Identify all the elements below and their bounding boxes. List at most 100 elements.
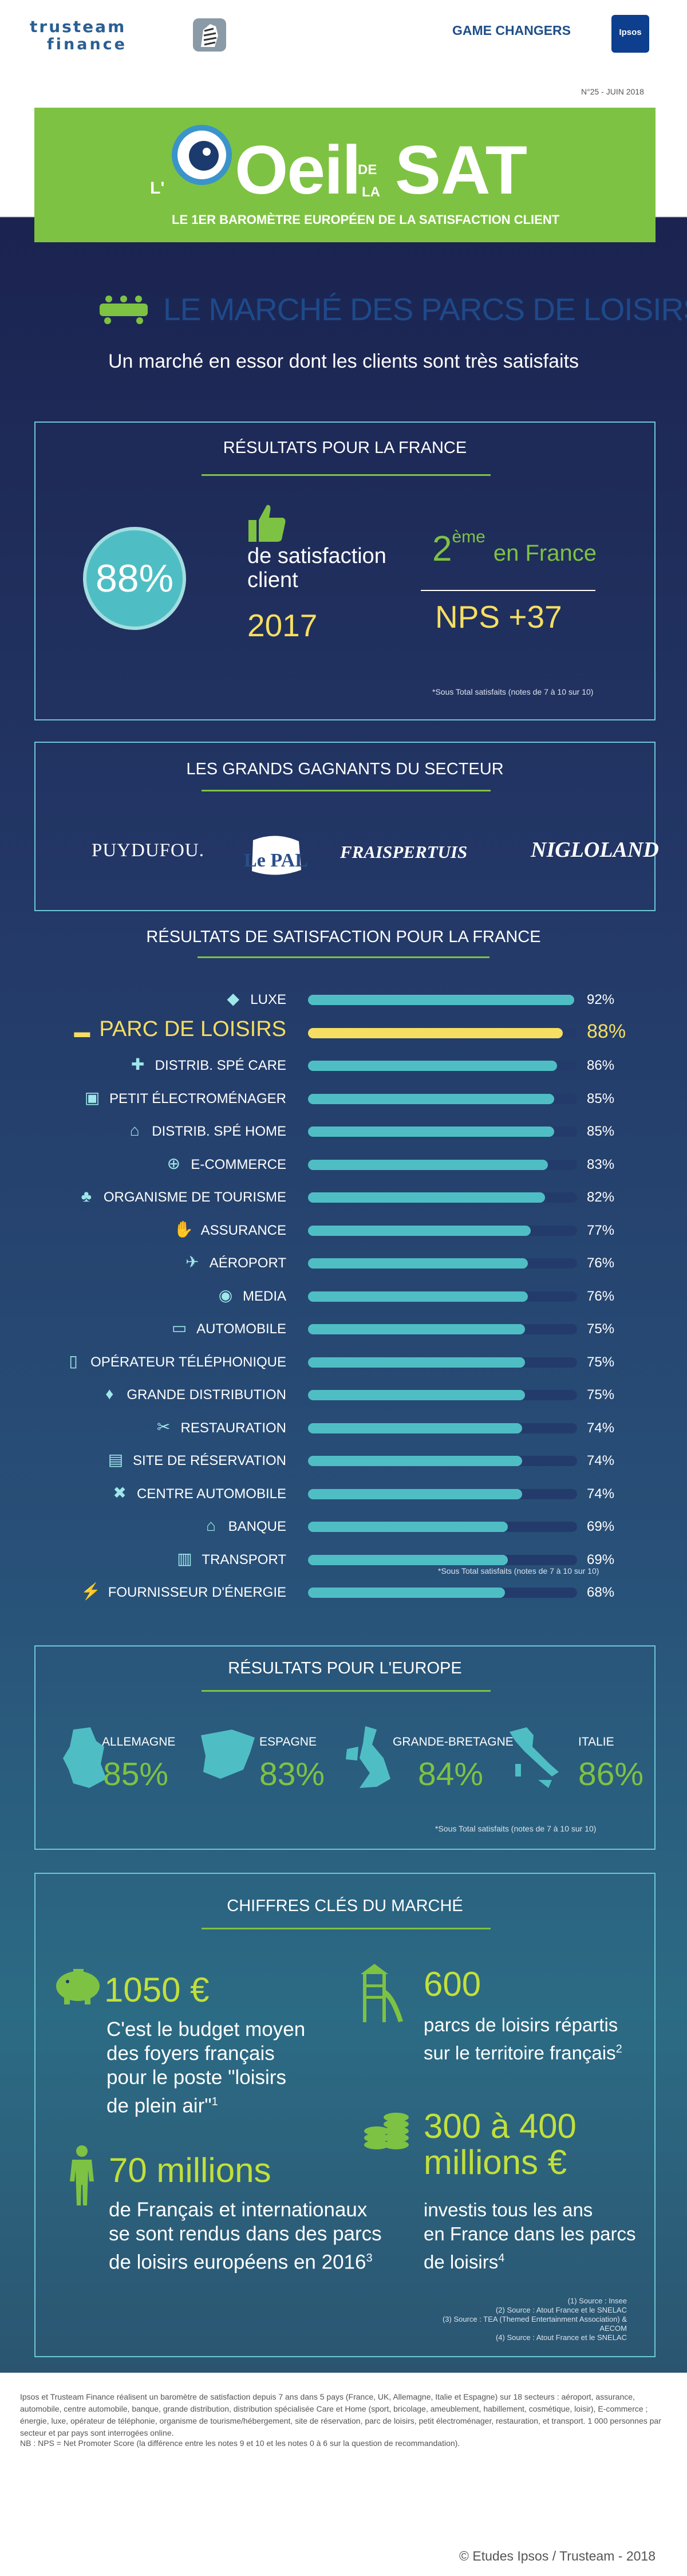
bar-fill	[308, 1456, 522, 1466]
piggy-bank-icon	[56, 1969, 100, 2004]
bar-track	[308, 1522, 577, 1532]
sector-row: OPÉRATEUR TÉLÉPHONIQUE ▯ 75%	[0, 1348, 687, 1377]
market-subtitle: Un marché en essor dont les clients sont…	[108, 350, 579, 372]
bar-value-label: 75%	[587, 1321, 615, 1337]
title-underline	[202, 790, 491, 791]
sector-row: BANQUE ⌂ 69%	[0, 1512, 687, 1542]
eye-icon	[172, 125, 232, 185]
bar-value-label: 86%	[587, 1058, 615, 1073]
bar-track	[308, 1027, 577, 1038]
bar-track	[308, 1456, 577, 1466]
investment-line-3: de loisirs	[424, 2251, 499, 2272]
france-results-box: RÉSULTATS POUR LA FRANCE	[34, 422, 656, 720]
bar-fill	[308, 1027, 563, 1038]
sector-row: TRANSPORT ▥ 69%	[0, 1545, 687, 1575]
sector-label: PARC DE LOISIRS	[99, 1017, 286, 1041]
brand-logos: PUYDUFOU. Le PAL FRAISPERTUIS NIGLOLAND	[35, 823, 659, 897]
rank-in-france: 2ème en France	[432, 527, 597, 569]
source-1: (1) Source : Insee	[567, 2297, 627, 2305]
germany-map-icon	[63, 1727, 106, 1788]
cutlery-icon: ✂	[156, 1417, 171, 1436]
bar-value-label: 74%	[587, 1453, 615, 1468]
game-changers-label: GAME CHANGERS	[452, 23, 571, 38]
bar-fill	[308, 1126, 554, 1137]
budget-line-1: C'est le budget moyen	[106, 2018, 306, 2041]
bar-value-label: 75%	[587, 1387, 615, 1403]
nps-score: NPS +37	[435, 599, 562, 635]
bar-value-label: 82%	[587, 1189, 615, 1205]
puy-du-fou-logo: PUYDUFOU.	[92, 840, 204, 861]
country-value: 84%	[418, 1756, 484, 1793]
sector-row: AUTOMOBILE ▭ 75%	[0, 1314, 687, 1344]
title-underline	[198, 956, 489, 958]
budget-line-3: pour le poste "loisirs	[106, 2066, 286, 2089]
bar-track	[308, 1159, 577, 1170]
sector-row: RESTAURATION ✂ 74%	[0, 1413, 687, 1443]
country-value: 83%	[259, 1756, 325, 1793]
palm-icon: ♣	[81, 1187, 92, 1205]
title-banner	[34, 108, 656, 242]
bar-track	[308, 1093, 577, 1104]
ipsos-logo[interactable]: Ipsos	[611, 15, 649, 53]
key-figures-box: CHIFFRES CLÉS DU MARCHÉ	[34, 1873, 656, 2357]
great-britain-map-icon	[346, 1726, 390, 1788]
bar-fill	[308, 1061, 557, 1071]
investment-line-3-row: de loisirs4	[424, 2246, 636, 2274]
europe-results-box: RÉSULTATS POUR L'EUROPE	[34, 1645, 656, 1850]
bar-value-label: 83%	[587, 1156, 615, 1172]
bus-icon: ▥	[177, 1549, 192, 1567]
sector-row: PARC DE LOISIRS ▬ 88%	[0, 1017, 687, 1048]
bar-fill	[308, 1390, 526, 1400]
bar-fill	[308, 1258, 528, 1269]
sector-label: E-COMMERCE	[191, 1156, 286, 1172]
source-3: (3) Source : TEA (Themed Entertainment A…	[442, 2315, 627, 2333]
care-icon: ✚	[131, 1055, 145, 1073]
bar-fill	[308, 1554, 508, 1565]
bar-value-label: 75%	[587, 1354, 615, 1370]
visitors-line-2: se sont rendus dans des parcs	[109, 2223, 382, 2245]
appliance-icon: ▣	[84, 1088, 100, 1106]
plane-icon: ✈	[185, 1253, 199, 1271]
person-icon	[70, 2145, 94, 2205]
france-results-title: RÉSULTATS POUR LA FRANCE	[223, 439, 467, 457]
investment-text: investis tous les ans en France dans les…	[424, 2198, 636, 2274]
nps-definition: NB : NPS = Net Promoter Score (la différ…	[20, 2439, 460, 2448]
europe-results-title: RÉSULTATS POUR L'EUROPE	[228, 1659, 462, 1677]
bar-track	[308, 1291, 577, 1302]
bar-fill	[308, 995, 574, 1005]
handshake-icon: ✋	[173, 1220, 194, 1238]
banner-l: L'	[150, 179, 165, 198]
sector-label: RESTAURATION	[180, 1420, 286, 1436]
bar-track	[308, 1390, 577, 1400]
country-name: ITALIE	[578, 1735, 614, 1748]
tools-icon: ✖	[113, 1483, 127, 1502]
satisfaction-label-line2: client	[247, 568, 298, 592]
visitors-line-3: de loisirs européens en 2016	[109, 2251, 366, 2274]
le-pal-logo: Le PAL	[242, 834, 310, 875]
bar-track	[308, 1488, 577, 1499]
bar-value-label: 69%	[587, 1551, 615, 1567]
investment-figure: 300 à 400 millions €	[424, 2106, 577, 2182]
ipsos-logo-text: Ipsos	[619, 27, 642, 37]
sector-row: MEDIA ◉ 76%	[0, 1282, 687, 1311]
investment-source-ref: 4	[498, 2252, 505, 2264]
source-4: (4) Source : Atout France et le SNELAC	[495, 2333, 627, 2342]
bar-fill	[308, 1093, 554, 1104]
sector-row: ASSURANCE ✋ 77%	[0, 1216, 687, 1246]
sector-row: LUXE ◆ 92%	[0, 985, 687, 1015]
country-name: ALLEMAGNE	[102, 1735, 176, 1748]
sector-row: FOURNISSEUR D'ÉNERGIE ⚡ 68%	[0, 1578, 687, 1608]
title-underline	[202, 474, 491, 476]
bar-value-label: 88%	[587, 1020, 626, 1042]
visitors-figure: 70 millions	[109, 2151, 271, 2189]
budget-line-4-row: de plein air"1	[106, 2090, 305, 2118]
bar-track	[308, 1588, 577, 1598]
carts-icon: ▬	[74, 1022, 90, 1041]
sector-label: FOURNISSEUR D'ÉNERGIE	[108, 1585, 286, 1600]
header: trusteam finance GAME CHANGERS Ipsos	[0, 0, 687, 68]
satisfaction-circle: 88%	[83, 527, 186, 630]
bar-value-label: 76%	[587, 1288, 615, 1304]
trusteam-logo[interactable]: trusteam finance	[30, 16, 236, 56]
satisfaction-value: 88%	[95, 557, 174, 600]
bar-value-label: 85%	[587, 1124, 615, 1139]
